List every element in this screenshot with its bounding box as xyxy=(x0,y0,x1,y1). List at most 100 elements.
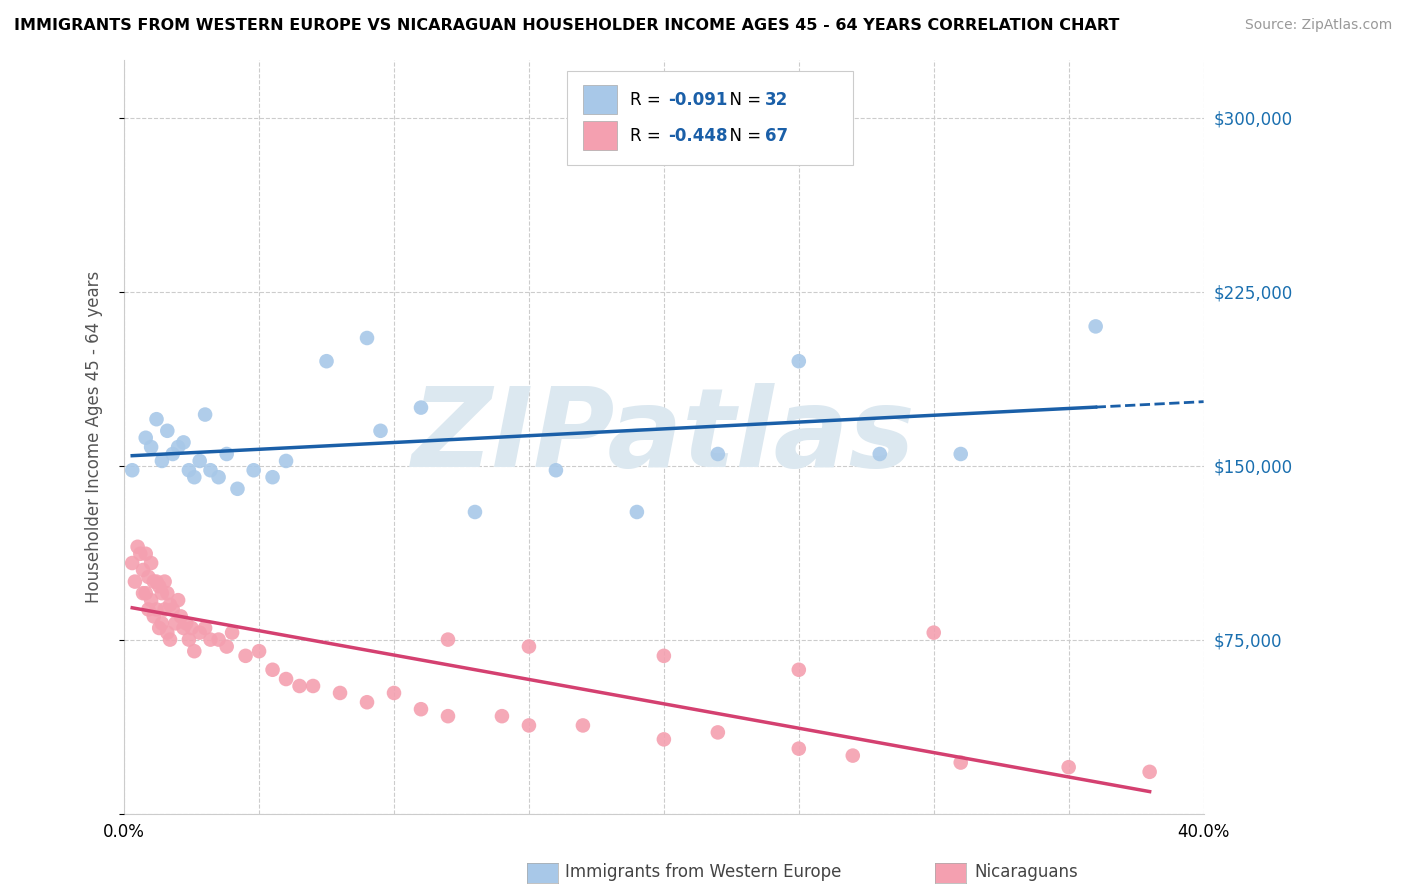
Point xyxy=(142,574,165,589)
Point xyxy=(652,648,675,663)
Point xyxy=(159,598,181,612)
Point xyxy=(949,447,972,461)
Point xyxy=(207,470,229,484)
Point xyxy=(787,741,810,756)
Point xyxy=(200,632,222,647)
Point xyxy=(842,748,865,763)
Point xyxy=(370,424,392,438)
Point xyxy=(156,625,179,640)
Point xyxy=(194,408,217,422)
Point xyxy=(121,463,143,477)
Point xyxy=(517,718,540,732)
Point xyxy=(707,725,730,739)
Point xyxy=(159,632,181,647)
Point xyxy=(145,574,167,589)
Point xyxy=(124,574,146,589)
Point xyxy=(787,354,810,368)
Point xyxy=(148,621,170,635)
Point xyxy=(150,454,173,468)
Text: Immigrants from Western Europe: Immigrants from Western Europe xyxy=(565,863,841,881)
Point xyxy=(409,702,432,716)
Point xyxy=(127,540,149,554)
Point xyxy=(274,454,297,468)
Point xyxy=(167,440,190,454)
Point xyxy=(382,686,405,700)
Point xyxy=(922,625,945,640)
Point xyxy=(167,593,190,607)
Point xyxy=(274,672,297,686)
Point xyxy=(226,482,249,496)
FancyBboxPatch shape xyxy=(583,86,617,114)
Point xyxy=(145,412,167,426)
Point xyxy=(148,579,170,593)
Point xyxy=(174,616,197,631)
Point xyxy=(869,447,891,461)
Point xyxy=(652,732,675,747)
Point xyxy=(194,621,217,635)
Point xyxy=(180,621,202,635)
Point xyxy=(121,556,143,570)
Point xyxy=(188,625,211,640)
Point xyxy=(142,609,165,624)
Text: R =: R = xyxy=(630,91,666,109)
Point xyxy=(156,586,179,600)
Point xyxy=(235,648,257,663)
Point xyxy=(262,470,284,484)
Point xyxy=(139,556,162,570)
Point xyxy=(139,440,162,454)
Point xyxy=(177,632,200,647)
Text: Source: ZipAtlas.com: Source: ZipAtlas.com xyxy=(1244,18,1392,32)
Point xyxy=(170,609,193,624)
Point xyxy=(707,447,730,461)
Point xyxy=(138,570,160,584)
Point xyxy=(145,602,167,616)
Point xyxy=(242,463,264,477)
Point xyxy=(188,454,211,468)
Point xyxy=(135,586,157,600)
Point xyxy=(132,586,155,600)
FancyBboxPatch shape xyxy=(567,70,853,165)
Point xyxy=(162,447,184,461)
Point xyxy=(150,616,173,631)
Text: ZIPatlas: ZIPatlas xyxy=(412,383,915,490)
Point xyxy=(150,586,173,600)
Text: N =: N = xyxy=(718,127,766,145)
Point xyxy=(356,331,378,345)
Point xyxy=(177,463,200,477)
Point xyxy=(262,663,284,677)
Point xyxy=(165,616,187,631)
Point xyxy=(1057,760,1080,774)
Point xyxy=(173,621,195,635)
Point xyxy=(139,593,162,607)
Point xyxy=(302,679,325,693)
Point xyxy=(1084,319,1107,334)
Point xyxy=(162,602,184,616)
Point xyxy=(183,470,205,484)
Text: R =: R = xyxy=(630,127,666,145)
Text: Nicaraguans: Nicaraguans xyxy=(974,863,1078,881)
Point xyxy=(572,718,595,732)
Point xyxy=(409,401,432,415)
Text: -0.448: -0.448 xyxy=(668,127,728,145)
Point xyxy=(288,679,311,693)
Text: IMMIGRANTS FROM WESTERN EUROPE VS NICARAGUAN HOUSEHOLDER INCOME AGES 45 - 64 YEA: IMMIGRANTS FROM WESTERN EUROPE VS NICARA… xyxy=(14,18,1119,33)
Point xyxy=(315,354,337,368)
Text: -0.091: -0.091 xyxy=(668,91,727,109)
Point xyxy=(464,505,486,519)
Point xyxy=(215,640,238,654)
Point xyxy=(221,625,243,640)
Point xyxy=(544,463,567,477)
Point xyxy=(207,632,229,647)
Point xyxy=(437,632,460,647)
Text: 67: 67 xyxy=(765,127,789,145)
Point xyxy=(129,547,152,561)
Point xyxy=(329,686,352,700)
Point xyxy=(183,644,205,658)
FancyBboxPatch shape xyxy=(583,121,617,150)
Point xyxy=(491,709,513,723)
Point xyxy=(135,547,157,561)
Text: 32: 32 xyxy=(765,91,789,109)
Point xyxy=(153,602,176,616)
Y-axis label: Householder Income Ages 45 - 64 years: Householder Income Ages 45 - 64 years xyxy=(86,270,103,603)
Point xyxy=(135,431,157,445)
